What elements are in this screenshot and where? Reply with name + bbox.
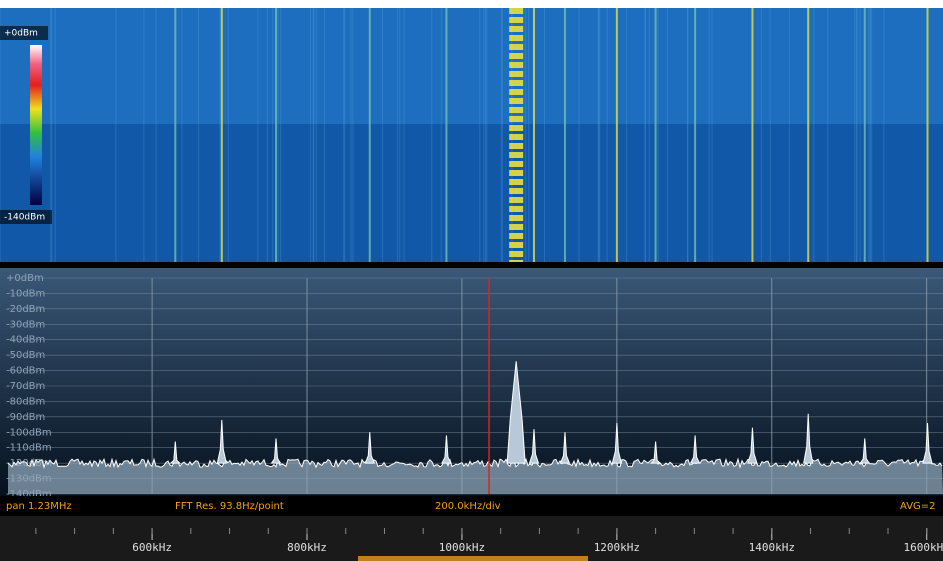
fft-res: FFT Res. 93.8Hz/point — [175, 501, 284, 512]
noise-trace — [7, 457, 943, 469]
signal-peak — [169, 441, 182, 464]
y-tick-label: -110dBm — [6, 443, 52, 454]
signal-peak — [859, 438, 871, 464]
y-tick-label: -20dBm — [6, 304, 45, 315]
noise-area — [8, 459, 943, 494]
spectrum-bg — [0, 268, 943, 496]
x-tick-label: 1400kHz — [749, 541, 795, 554]
y-tick-label: -90dBm — [6, 412, 45, 423]
signal-peak — [506, 361, 526, 464]
x-tick-label: 1200kHz — [594, 541, 640, 554]
waterfall-recent — [0, 8, 943, 124]
y-tick-label: -30dBm — [6, 319, 45, 330]
y-tick-label: -100dBm — [6, 427, 52, 438]
signal-peak — [611, 423, 623, 464]
y-tick-label: -10dBm — [6, 288, 45, 299]
top-margin — [0, 0, 943, 8]
status-bar — [0, 496, 943, 516]
waterfall-scale-bottom: -140dBm — [4, 213, 45, 223]
x-tick-label: 600kHz — [132, 541, 172, 554]
label-bg — [0, 210, 52, 224]
y-tick-label: -50dBm — [6, 350, 45, 361]
signal-peak — [649, 441, 662, 464]
y-tick-label: -120dBm — [6, 458, 52, 469]
signal-peak — [803, 413, 814, 464]
spectrum: +0dBm -10dBm -20dBm -30dBm -40dBm -50dBm -60dB… — [6, 273, 943, 500]
freq-axis-ticks: 600kHz 800kHz 1000kHz 1200kHz 1400kHz 1600kHz — [35, 528, 943, 554]
y-tick-label: +0dBm — [6, 273, 44, 284]
y-tick-label: -60dBm — [6, 366, 45, 377]
signal-peak — [559, 432, 571, 464]
x-tick-label: 1000kHz — [439, 541, 485, 554]
divider — [0, 262, 943, 268]
y-tick-label: -70dBm — [6, 381, 45, 392]
y-tick-label: -140dBm — [6, 489, 52, 500]
y-tick-label: -80dBm — [6, 396, 45, 407]
signal-peak — [270, 438, 282, 464]
view-range — [358, 556, 588, 561]
signal-peak — [689, 435, 701, 464]
signal-peak — [441, 435, 452, 464]
x-tick-label: 1600kHz — [904, 541, 943, 554]
signal-peak — [747, 427, 758, 464]
y-tick-label: -40dBm — [6, 335, 45, 346]
colorbar — [30, 45, 42, 205]
freq-axis — [0, 516, 943, 561]
div: 200.0kHz/div — [435, 501, 501, 512]
waterfall-lines — [0, 8, 929, 262]
label-bg — [0, 26, 48, 40]
span: pan 1.23MHz — [6, 501, 72, 512]
avg: AVG=2 — [900, 501, 936, 512]
signal-peak — [922, 423, 933, 464]
waterfall-history — [0, 124, 943, 262]
waterfall-scale-top: +0dBm — [4, 29, 38, 39]
signal-peak — [364, 432, 376, 464]
signal-peak — [528, 429, 540, 464]
x-tick-label: 800kHz — [287, 541, 327, 554]
signal-peak — [216, 419, 227, 464]
